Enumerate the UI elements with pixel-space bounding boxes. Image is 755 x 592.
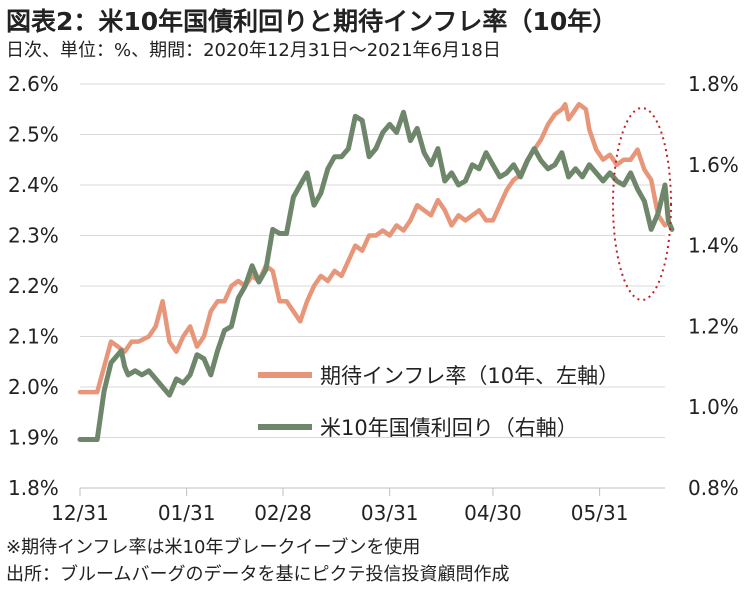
- x-tick-label: 03/31: [361, 501, 419, 525]
- x-tick-label: 12/31: [51, 501, 109, 525]
- footnote: ※期待インフレ率は米10年ブレークイーブンを使用: [6, 537, 421, 558]
- highlight-ellipse: [612, 107, 672, 301]
- y-right-tick-label: 1.6%: [688, 153, 739, 177]
- x-tick-label: 02/28: [254, 501, 312, 525]
- source-note: 出所：ブルームバーグのデータを基にピクテ投信投資顧問作成: [6, 564, 510, 585]
- y-right-tick-label: 1.0%: [688, 395, 739, 419]
- y-left-tick-label: 2.5%: [8, 123, 59, 147]
- x-tick-label: 01/31: [158, 501, 216, 525]
- y-left-tick-label: 2.4%: [8, 173, 59, 197]
- x-tick-label: 05/31: [571, 501, 629, 525]
- series-lines: [77, 101, 675, 442]
- y-left-tick-label: 2.0%: [8, 375, 59, 399]
- x-tick-label: 04/30: [464, 501, 522, 525]
- chart-title: 図表2：米10年国債利回りと期待インフレ率（10年）: [6, 7, 618, 36]
- y-left-tick-label: 1.9%: [8, 426, 59, 450]
- y-left-tick-label: 2.2%: [8, 274, 59, 298]
- y-right-tick-label: 1.8%: [688, 72, 739, 96]
- legend-label: 米10年国債利回り（右軸）: [320, 416, 578, 440]
- y-right-tick-label: 1.2%: [688, 314, 739, 338]
- y-right-tick-label: 1.4%: [688, 234, 739, 258]
- y-left-tick-label: 2.3%: [8, 224, 59, 248]
- legend-label: 期待インフレ率（10年、左軸）: [320, 364, 619, 388]
- y-left-tick-label: 2.6%: [8, 72, 59, 96]
- axes: 1.8% 1.9% 2.0% 2.1% 2.2% 2.3% 2.4% 2.5% 2.6% 0.8%…: [8, 72, 739, 525]
- series-line-inflation: [77, 101, 668, 395]
- series-line-yield: [77, 109, 675, 442]
- y-left-tick-label: 2.1%: [8, 325, 59, 349]
- chart-subtitle: 日次、単位：%、期間：2020年12月31日～2021年6月18日: [6, 40, 501, 61]
- y-right-tick-label: 0.8%: [688, 476, 739, 500]
- y-left-tick-label: 1.8%: [8, 476, 59, 500]
- legend: 期待インフレ率（10年、左軸） 米10年国債利回り（右軸）: [258, 364, 619, 440]
